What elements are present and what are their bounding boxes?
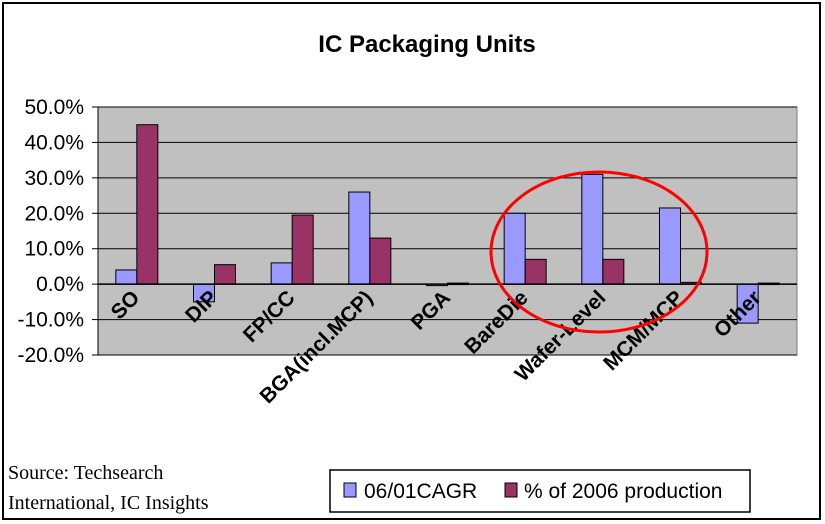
y-tick-label: -20.0% bbox=[17, 344, 84, 367]
legend-label-production: % of 2006 production bbox=[524, 480, 722, 503]
bar-production bbox=[524, 258, 547, 285]
bar-production bbox=[214, 264, 236, 285]
y-tick-label: 40.0% bbox=[24, 131, 84, 154]
y-tick-label: 10.0% bbox=[24, 238, 84, 261]
legend: 06/01CAGR % of 2006 production bbox=[329, 469, 751, 513]
bar-cagr bbox=[581, 173, 604, 285]
bar-cagr bbox=[270, 262, 293, 285]
bar-production bbox=[369, 237, 392, 285]
bar-cagr bbox=[503, 212, 526, 285]
source-line-2: International, IC Insights bbox=[8, 492, 209, 514]
legend-label-cagr: 06/01CAGR bbox=[364, 480, 477, 503]
legend-swatch-production bbox=[504, 482, 518, 498]
highlight-ellipse bbox=[489, 170, 709, 334]
y-tick-label: -10.0% bbox=[17, 309, 84, 332]
bar-production bbox=[136, 124, 159, 285]
y-tick-label: 50.0% bbox=[24, 96, 84, 119]
bar-cagr bbox=[659, 207, 681, 285]
legend-swatch-cagr bbox=[343, 482, 357, 498]
bar-cagr bbox=[348, 191, 371, 285]
bar-cagr bbox=[115, 269, 138, 285]
chart-title: IC Packaging Units bbox=[318, 31, 535, 58]
y-tick-label: 30.0% bbox=[24, 167, 84, 190]
legend-box bbox=[329, 469, 751, 513]
y-tick-label: 20.0% bbox=[24, 202, 84, 225]
bar-production bbox=[602, 258, 625, 285]
bar-production bbox=[291, 214, 314, 285]
source-line-1: Source: Techsearch bbox=[8, 462, 163, 484]
y-tick-label: 0.0% bbox=[36, 273, 84, 296]
